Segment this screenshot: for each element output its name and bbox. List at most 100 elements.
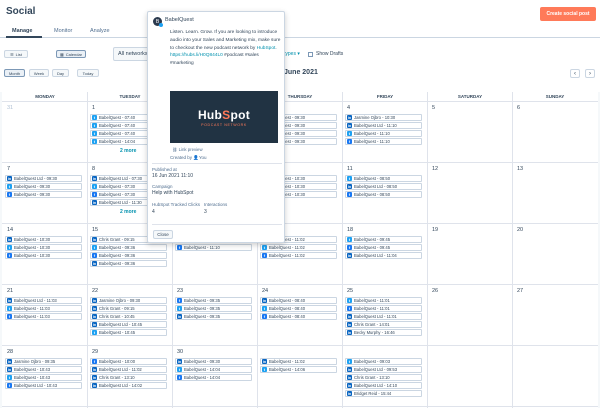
published-value: 16 Jun 2021 11:10: [152, 173, 194, 179]
post-url-link[interactable]: https://hubs.li/H0Q844L0: [170, 53, 223, 59]
scheduled-post-chip[interactable]: in BabelQuest Ltd - 14:02: [90, 382, 167, 389]
scheduled-post-chip[interactable]: in BabelQuest Ltd - 09:30: [5, 175, 82, 182]
scheduled-post-chip[interactable]: in Jasmine Ojbro - 09:35: [5, 358, 82, 365]
post-chip-label: BabelQuest Ltd - 11:10: [354, 123, 397, 128]
scheduled-post-chip[interactable]: in BabelQuest - 09:36: [90, 260, 167, 267]
post-chip-label: BabelQuest - 08:50: [354, 192, 391, 197]
scheduled-post-chip[interactable]: in Chris Grant - 10:45: [90, 313, 167, 320]
scheduled-post-chip[interactable]: in Chris Grant - 13:10: [345, 374, 422, 381]
popover-account-name: BabelQuest: [165, 17, 194, 23]
calendar-view-button[interactable]: ▦ Calendar: [56, 50, 86, 58]
scheduled-post-chip[interactable]: t BabelQuest - 09:30: [5, 183, 82, 190]
range-day-button[interactable]: Day: [52, 69, 69, 77]
post-chip-label: Chris Grant - 09:15: [99, 306, 135, 311]
scheduled-post-chip[interactable]: t BabelQuest - 09:03: [345, 358, 422, 365]
scheduled-post-chip[interactable]: f BabelQuest - 11:10: [175, 244, 252, 251]
hubspot-mention-link[interactable]: HubSpot: [256, 45, 276, 51]
scheduled-post-chip[interactable]: f BabelQuest - 09:36: [90, 252, 167, 259]
scheduled-post-chip[interactable]: in BabelQuest Ltd - 09:53: [345, 366, 422, 373]
scheduled-post-chip[interactable]: f BabelQuest - 11:02: [260, 252, 337, 259]
scheduled-post-chip[interactable]: in Chris Grant - 13:10: [90, 374, 167, 381]
scheduled-post-chip[interactable]: in Jasmine Ojbro - 10:30: [345, 114, 422, 121]
scheduled-post-chip[interactable]: in BabelQuest Ltd - 11:02: [90, 366, 167, 373]
post-types-filter[interactable]: types ▾: [284, 51, 300, 57]
day-header: FRIDAY: [376, 94, 394, 99]
post-chip-label: BabelQuest - 09:35: [184, 298, 221, 303]
scheduled-post-chip[interactable]: f BabelQuest - 11:03: [5, 313, 82, 320]
scheduled-post-chip[interactable]: in Chris Grant - 14:01: [345, 321, 422, 328]
scheduled-post-chip[interactable]: in BabelQuest Ltd - 11:03: [5, 297, 82, 304]
linkedin-icon: in: [7, 176, 12, 181]
next-month-button[interactable]: ›: [585, 69, 595, 78]
scheduled-post-chip[interactable]: in BabelQuest - 09:35: [175, 313, 252, 320]
scheduled-post-chip[interactable]: t BabelQuest - 14:06: [260, 366, 337, 373]
scheduled-post-chip[interactable]: in BabelQuest Ltd - 10:45: [90, 321, 167, 328]
tab-monitor[interactable]: Monitor: [54, 28, 73, 34]
post-chip-label: BabelQuest - 10:30: [14, 237, 51, 242]
show-drafts-checkbox[interactable]: [308, 51, 313, 57]
grid-column-divider: [342, 92, 343, 408]
post-chip-label: Jasmine Ojbro - 09:35: [14, 359, 56, 364]
scheduled-post-chip[interactable]: in Becky Murphy - 16:46: [345, 329, 422, 336]
scheduled-post-chip[interactable]: f BabelQuest - 08:40: [260, 313, 337, 320]
scheduled-post-chip[interactable]: in BabelQuest Ltd - 08:50: [345, 183, 422, 190]
scheduled-post-chip[interactable]: f BabelQuest - 11:10: [345, 138, 422, 145]
scheduled-post-chip[interactable]: in BabelQuest Ltd - 11:04: [345, 252, 422, 259]
scheduled-post-chip[interactable]: in BabelQuest - 10:43: [5, 366, 82, 373]
scheduled-post-chip[interactable]: f BabelQuest - 08:50: [345, 191, 422, 198]
scheduled-post-chip[interactable]: f BabelQuest - 09:30: [5, 191, 82, 198]
scheduled-post-chip[interactable]: t BabelQuest - 11:03: [5, 305, 82, 312]
scheduled-post-chip[interactable]: t BabelQuest - 08:40: [260, 305, 337, 312]
today-button[interactable]: Today: [77, 69, 99, 77]
day-header: SUNDAY: [545, 94, 565, 99]
scheduled-post-chip[interactable]: f BabelQuest - 09:35: [175, 297, 252, 304]
scheduled-post-chip[interactable]: t BabelQuest - 09:35: [175, 305, 252, 312]
close-popover-button[interactable]: Close: [153, 230, 173, 239]
scheduled-post-chip[interactable]: f BabelQuest - 11:01: [345, 305, 422, 312]
scheduled-post-chip[interactable]: t BabelQuest - 10:43: [5, 374, 82, 381]
scheduled-post-chip[interactable]: in BabelQuest Ltd - 11:01: [345, 313, 422, 320]
link-preview-image[interactable]: HubSpot PODCAST NETWORK: [170, 91, 278, 143]
scheduled-post-chip[interactable]: in BabelQuest Ltd - 11:10: [345, 122, 422, 129]
range-week-button[interactable]: Week: [29, 69, 49, 77]
scheduled-post-chip[interactable]: t BabelQuest - 11:02: [260, 244, 337, 251]
scheduled-post-chip[interactable]: f BabelQuest Ltd - 10:43: [5, 382, 82, 389]
create-social-post-button[interactable]: Create social post: [540, 7, 596, 21]
post-chip-label: BabelQuest - 08:50: [354, 176, 391, 181]
show-drafts-toggle[interactable]: Show Drafts: [308, 51, 343, 57]
scheduled-post-chip[interactable]: t BabelQuest - 14:04: [175, 366, 252, 373]
post-chip-label: BabelQuest - 07:30: [99, 184, 136, 189]
facebook-icon: f: [92, 253, 97, 258]
scheduled-post-chip[interactable]: f BabelQuest - 10:00: [90, 358, 167, 365]
list-view-button[interactable]: ☰ List: [4, 50, 28, 58]
scheduled-post-chip[interactable]: t BabelQuest - 09:45: [345, 236, 422, 243]
scheduled-post-chip[interactable]: t BabelQuest - 11:10: [345, 130, 422, 137]
scheduled-post-chip[interactable]: t BabelQuest - 10:45: [90, 329, 167, 336]
range-month-button[interactable]: Month: [4, 69, 25, 77]
linkedin-icon: in: [347, 115, 352, 120]
scheduled-post-chip[interactable]: in Chris Grant - 09:15: [90, 305, 167, 312]
scheduled-post-chip[interactable]: f BabelQuest - 14:04: [175, 374, 252, 381]
tab-analyze[interactable]: Analyze: [90, 28, 110, 34]
tab-manage[interactable]: Manage: [12, 28, 33, 34]
scheduled-post-chip[interactable]: t BabelQuest - 09:36: [90, 244, 167, 251]
previous-month-button[interactable]: ‹: [570, 69, 580, 78]
scheduled-post-chip[interactable]: in Jasmine Ojbro - 09:30: [90, 297, 167, 304]
scheduled-post-chip[interactable]: t BabelQuest - 08:50: [345, 175, 422, 182]
show-more-posts-link[interactable]: 2 more: [120, 209, 137, 215]
created-by: Created by 👤You: [170, 155, 207, 160]
active-tab-underline: [6, 36, 42, 38]
scheduled-post-chip[interactable]: t BabelQuest - 11:01: [345, 297, 422, 304]
show-more-posts-link[interactable]: 2 more: [120, 148, 137, 154]
scheduled-post-chip[interactable]: in BabelQuest - 08:40: [260, 297, 337, 304]
scheduled-post-chip[interactable]: f BabelQuest - 09:45: [345, 244, 422, 251]
facebook-icon: f: [177, 245, 182, 250]
scheduled-post-chip[interactable]: in Bridget Reid - 15:44: [345, 390, 422, 397]
twitter-icon: t: [347, 298, 352, 303]
scheduled-post-chip[interactable]: in BabelQuest Ltd - 14:10: [345, 382, 422, 389]
